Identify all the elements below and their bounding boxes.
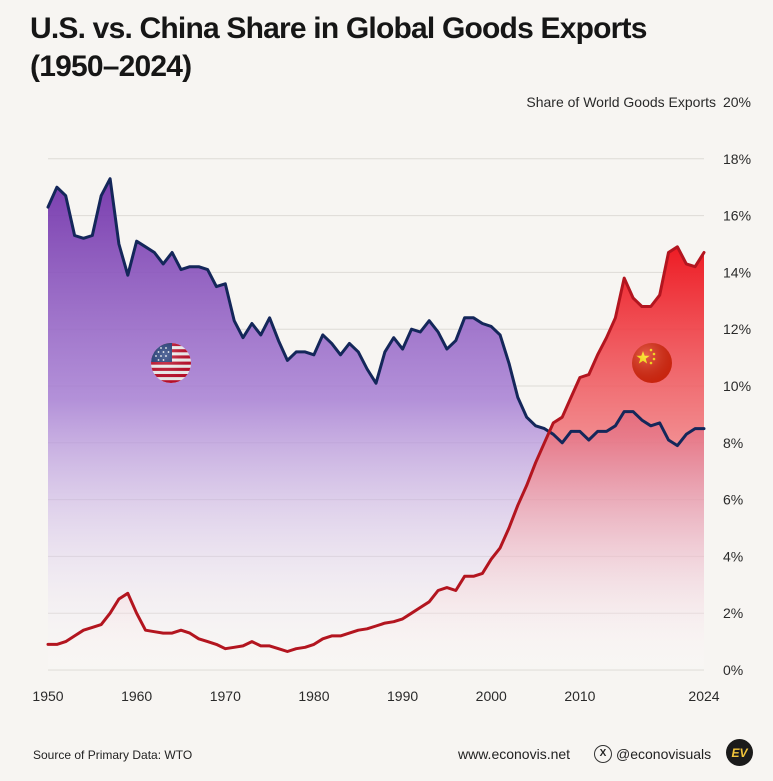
y-tick-label: 14%	[723, 264, 751, 280]
x-tick-label: 1960	[121, 688, 152, 704]
y-tick-label: 2%	[723, 605, 743, 621]
china-area	[48, 246, 704, 671]
logo-text: EV	[731, 745, 748, 760]
title-line-1: U.S. vs. China Share in Global Goods Exp…	[30, 12, 647, 45]
y-tick-label: 18%	[723, 151, 751, 167]
us-flag-icon	[151, 343, 191, 383]
y-tick-label: 10%	[723, 378, 751, 394]
x-tick-label: 1980	[298, 688, 329, 704]
us-line	[46, 177, 706, 448]
series-lines	[46, 177, 706, 653]
x-tick-label: 2000	[476, 688, 507, 704]
y-axis-label: Share of World Goods Exports	[526, 94, 716, 110]
y-tick-label: 20%	[723, 94, 751, 110]
social-handle[interactable]: X @econovisuals	[594, 745, 711, 763]
y-tick-label: 12%	[723, 321, 751, 337]
y-tick-label: 6%	[723, 492, 743, 508]
y-tick-label: 16%	[723, 208, 751, 224]
source-note: Source of Primary Data: WTO	[33, 748, 193, 762]
china-flag-icon	[632, 343, 672, 383]
website-link[interactable]: www.econovis.net	[458, 746, 571, 762]
title-line-2: (1950–2024)	[30, 50, 192, 83]
social-handle-text: @econovisuals	[616, 746, 712, 762]
series-areas	[48, 178, 704, 671]
y-tick-label: 0%	[723, 662, 743, 678]
chart-title: U.S. vs. China Share in Global Goods Exp…	[30, 10, 670, 86]
china-line	[46, 245, 706, 653]
econovis-logo: EV	[726, 739, 753, 766]
x-icon: X	[594, 745, 612, 763]
x-tick-label: 2024	[688, 688, 719, 704]
y-tick-label: 8%	[723, 435, 743, 451]
y-axis-tick-labels: 0% 2% 4% 6% 8% 10% 12% 14% 16% 18% 20%	[723, 94, 751, 678]
x-tick-label: 2010	[564, 688, 595, 704]
x-tick-label: 1950	[32, 688, 63, 704]
x-tick-label: 1970	[210, 688, 241, 704]
y-tick-label: 4%	[723, 548, 743, 564]
x-tick-label: 1990	[387, 688, 418, 704]
x-axis-tick-labels: 1950 1960 1970 1980 1990 2000 2010 2024	[32, 688, 719, 704]
